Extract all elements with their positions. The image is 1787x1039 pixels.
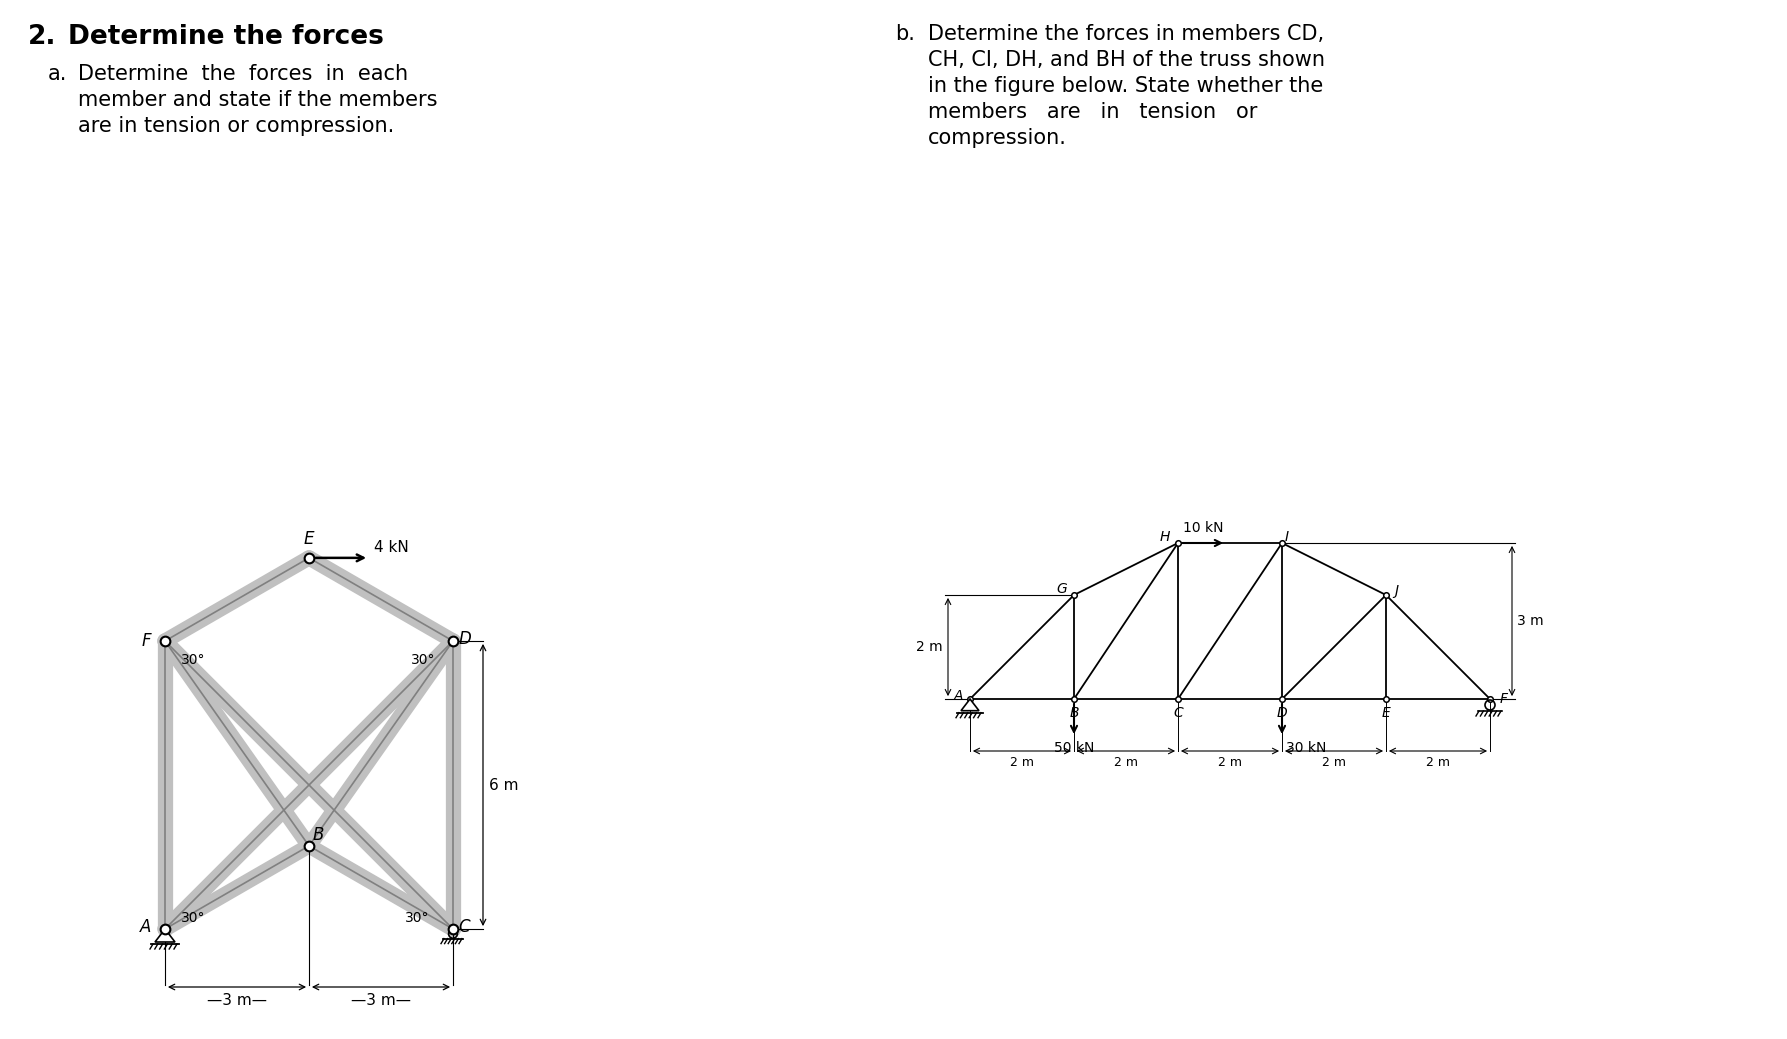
Text: 10 kN: 10 kN [1183, 521, 1224, 535]
Text: 50 kN: 50 kN [1054, 741, 1094, 755]
Text: CH, CI, DH, and BH of the truss shown: CH, CI, DH, and BH of the truss shown [927, 50, 1324, 70]
Text: b.: b. [895, 24, 915, 44]
Text: 2.: 2. [29, 24, 57, 50]
Text: A: A [952, 689, 963, 703]
Text: in the figure below. State whether the: in the figure below. State whether the [927, 76, 1322, 96]
Text: 2 m: 2 m [1113, 756, 1138, 769]
Text: G: G [1056, 582, 1067, 596]
Text: Determine  the  forces  in  each: Determine the forces in each [79, 64, 407, 84]
Polygon shape [155, 929, 175, 942]
Text: members   are   in   tension   or: members are in tension or [927, 102, 1258, 122]
Text: B: B [313, 826, 325, 844]
Text: 30 kN: 30 kN [1287, 741, 1326, 755]
Text: A: A [139, 918, 150, 936]
Text: H: H [1160, 530, 1170, 544]
Text: member and state if the members: member and state if the members [79, 90, 438, 110]
Text: Determine the forces in members CD,: Determine the forces in members CD, [927, 24, 1324, 44]
Text: E: E [304, 530, 315, 548]
Text: —3 m—: —3 m— [350, 993, 411, 1008]
Text: —3 m—: —3 m— [207, 993, 266, 1008]
Text: F: F [1499, 692, 1508, 705]
Text: 6 m: 6 m [490, 777, 518, 793]
Text: 30°: 30° [180, 652, 206, 667]
Text: F: F [141, 632, 150, 650]
Text: 2 m: 2 m [1322, 756, 1346, 769]
Text: J: J [1394, 584, 1397, 598]
Text: a.: a. [48, 64, 68, 84]
Text: D: D [1276, 705, 1287, 720]
Text: 30°: 30° [180, 911, 206, 925]
Text: 3 m: 3 m [1517, 614, 1544, 628]
Polygon shape [961, 699, 979, 711]
Text: E: E [1381, 705, 1390, 720]
Text: Determine the forces: Determine the forces [68, 24, 384, 50]
Text: C: C [1172, 705, 1183, 720]
Text: D: D [459, 630, 472, 648]
Text: 2 m: 2 m [1426, 756, 1449, 769]
Text: 2 m: 2 m [1010, 756, 1035, 769]
Text: are in tension or compression.: are in tension or compression. [79, 116, 395, 136]
Text: 4 kN: 4 kN [373, 540, 409, 555]
Text: 30°: 30° [411, 652, 436, 667]
Text: 2 m: 2 m [917, 640, 944, 654]
Text: B: B [1069, 705, 1079, 720]
Text: compression.: compression. [927, 128, 1067, 148]
Text: 30°: 30° [406, 911, 429, 925]
Text: 2 m: 2 m [1219, 756, 1242, 769]
Text: I: I [1285, 530, 1288, 544]
Text: C: C [457, 918, 470, 936]
